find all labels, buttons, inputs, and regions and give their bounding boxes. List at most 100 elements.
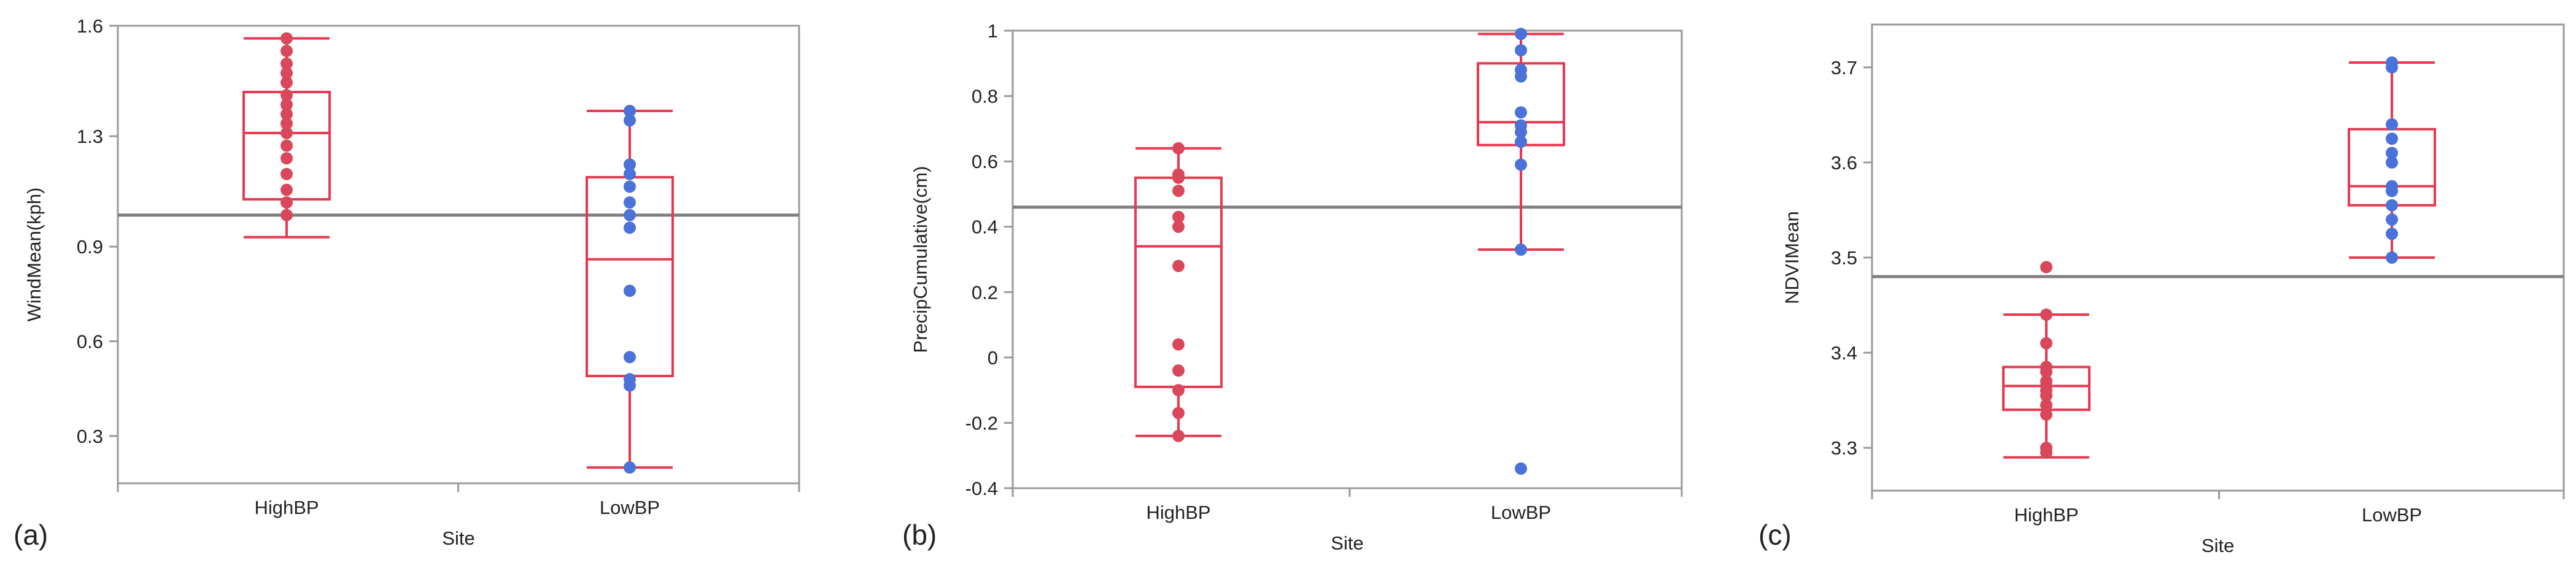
data-point-lowbp [1515, 243, 1527, 256]
data-point-lowbp [2386, 147, 2398, 159]
data-point-highbp [1172, 364, 1185, 377]
data-point-lowbp [1515, 70, 1527, 83]
y-tick-label: 1 [988, 20, 998, 42]
y-tick-label: -0.2 [965, 412, 998, 434]
data-point-highbp [1172, 384, 1185, 397]
y-tick-label: 0.3 [77, 426, 103, 447]
y-tick-label: 3.4 [1831, 342, 1857, 364]
data-point-lowbp [1515, 462, 1527, 475]
data-point-lowbp [2386, 132, 2398, 145]
data-point-lowbp [2386, 118, 2398, 131]
y-tick-label: -0.4 [965, 478, 998, 499]
data-point-highbp [280, 45, 293, 58]
data-point-lowbp [1515, 44, 1527, 56]
y-tick-label: 3.7 [1831, 57, 1857, 79]
data-point-highbp [2040, 308, 2052, 321]
data-point-lowbp [624, 104, 636, 117]
y-tick-label: 0.2 [972, 282, 998, 303]
data-point-highbp [280, 98, 293, 111]
data-point-lowbp [624, 209, 636, 221]
y-tick-label: 3.3 [1831, 437, 1857, 459]
data-point-lowbp [624, 180, 636, 193]
y-axis-title: WindMean(kph) [23, 188, 45, 322]
x-category-label: LowBP [2362, 504, 2422, 526]
data-point-lowbp [2386, 156, 2398, 169]
data-point-highbp [280, 183, 293, 196]
y-tick-label: 0.9 [77, 236, 103, 258]
data-point-highbp [1172, 429, 1185, 442]
data-point-lowbp [624, 351, 636, 364]
data-point-highbp [280, 196, 293, 209]
data-point-highbp [280, 67, 293, 80]
data-point-lowbp [624, 196, 636, 209]
data-point-lowbp [2386, 61, 2398, 74]
data-point-highbp [1172, 142, 1185, 155]
data-point-highbp [1172, 407, 1185, 420]
data-point-lowbp [2386, 199, 2398, 212]
y-axis-title: PrecipCumulative(cm) [910, 166, 931, 353]
data-point-highbp [2040, 446, 2052, 459]
y-tick-label: 1.3 [77, 126, 103, 147]
data-point-highbp [280, 167, 293, 180]
data-point-lowbp [1515, 28, 1527, 40]
data-point-lowbp [1515, 106, 1527, 119]
x-category-label: LowBP [1491, 502, 1551, 523]
data-point-lowbp [2386, 251, 2398, 264]
data-point-lowbp [1515, 136, 1527, 148]
y-tick-label: 0.6 [77, 331, 103, 352]
x-category-label: HighBP [1146, 502, 1210, 523]
data-point-highbp [2040, 389, 2052, 402]
data-point-highbp [1172, 259, 1185, 272]
data-point-lowbp [1515, 126, 1527, 139]
plot-frame [1011, 29, 1683, 489]
y-tick-label: 0.4 [972, 217, 998, 238]
y-tick-label: 0.8 [972, 86, 998, 107]
data-point-highbp [280, 76, 293, 89]
x-category-label: HighBP [254, 497, 319, 518]
chart-panel-2: -0.4 -0.2 0 0.2 0.4 0.6 0.8 1 HighBP LowBP Site Pre… [902, 20, 1683, 554]
y-tick-label: 0 [988, 347, 998, 369]
data-point-highbp [280, 139, 293, 152]
data-point-highbp [2040, 366, 2052, 378]
data-point-lowbp [624, 285, 636, 297]
x-axis-title: Site [2202, 535, 2234, 556]
plot-frame [1871, 23, 2565, 492]
data-point-highbp [1172, 185, 1185, 197]
data-point-highbp [280, 209, 293, 221]
data-point-lowbp [2386, 228, 2398, 240]
x-axis-title: Site [1331, 532, 1363, 554]
y-tick-label: 0.6 [972, 151, 998, 172]
data-point-lowbp [2386, 185, 2398, 197]
x-axis-title: Site [442, 527, 474, 549]
panel-label: (b) [902, 519, 937, 551]
data-point-highbp [1172, 210, 1185, 223]
iqr-box [1134, 176, 1223, 388]
data-point-highbp [280, 89, 293, 102]
y-axis-title: NDVIMean [1781, 211, 1803, 304]
data-point-lowbp [624, 221, 636, 234]
panel-label: (c) [1758, 519, 1792, 551]
data-point-highbp [280, 117, 293, 130]
y-tick-label: 3.5 [1831, 247, 1857, 269]
data-point-lowbp [624, 379, 636, 392]
data-point-highbp [280, 32, 293, 45]
data-point-highbp [2040, 408, 2052, 421]
y-tick-label: 1.6 [77, 15, 103, 37]
data-point-highbp [1172, 220, 1185, 233]
chart-panel-1: 0.3 0.6 0.9 1.3 1.6 HighBP LowBP Site WindMean(k… [14, 15, 800, 551]
data-point-lowbp [2386, 213, 2398, 226]
data-point-highbp [280, 57, 293, 70]
data-point-highbp [1172, 338, 1185, 351]
data-point-highbp [2040, 337, 2052, 350]
x-category-label: LowBP [600, 497, 660, 518]
data-point-highbp [280, 108, 293, 121]
data-point-highbp [2040, 399, 2052, 412]
chart-panel-3: 3.3 3.4 3.5 3.6 3.7 HighBP LowBP Site NDVIMean (c… [1758, 23, 2565, 556]
data-point-lowbp [624, 461, 636, 474]
plot-frame [117, 25, 800, 485]
panel-label: (a) [14, 519, 48, 551]
data-point-highbp [280, 152, 293, 165]
data-point-lowbp [624, 114, 636, 127]
y-tick-label: 3.6 [1831, 152, 1857, 174]
